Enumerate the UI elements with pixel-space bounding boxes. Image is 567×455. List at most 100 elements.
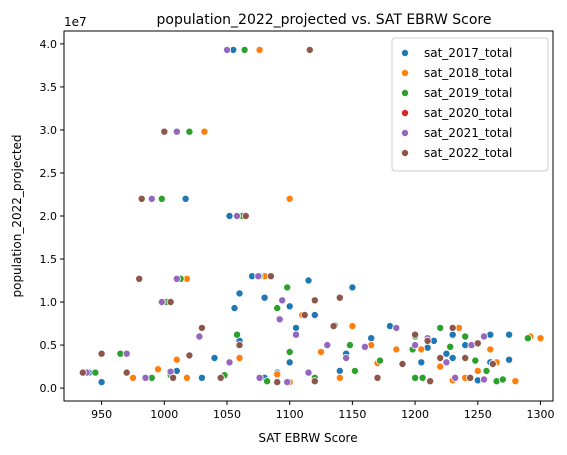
data-point-sat_2022_total	[274, 379, 281, 386]
data-point-sat_2022_total	[198, 324, 205, 331]
data-point-sat_2022_total	[474, 340, 481, 347]
data-point-sat_2022_total	[399, 360, 406, 367]
y-tick-label: 0.0	[40, 382, 58, 395]
data-point-sat_2022_total	[242, 212, 249, 219]
data-point-sat_2019_total	[274, 305, 281, 312]
data-point-sat_2019_total	[524, 335, 531, 342]
data-point-sat_2022_total	[311, 297, 318, 304]
data-point-sat_2017_total	[226, 212, 233, 219]
data-point-sat_2022_total	[186, 352, 193, 359]
data-point-sat_2018_total	[286, 195, 293, 202]
data-point-sat_2019_total	[376, 357, 383, 364]
chart-title: population_2022_projected vs. SAT EBRW S…	[157, 12, 492, 28]
data-point-sat_2022_total	[412, 331, 419, 338]
data-point-sat_2018_total	[201, 128, 208, 135]
data-point-sat_2019_total	[233, 331, 240, 338]
data-point-sat_2018_total	[393, 346, 400, 353]
data-point-sat_2018_total	[474, 367, 481, 374]
data-point-sat_2018_total	[236, 354, 243, 361]
legend-label: sat_2022_total	[424, 146, 512, 160]
data-point-sat_2021_total	[255, 273, 262, 280]
x-tick-label: 1050	[213, 408, 241, 421]
x-axis-label: SAT EBRW Score	[258, 431, 357, 445]
legend-marker	[401, 89, 408, 96]
data-point-sat_2017_total	[211, 354, 218, 361]
x-tick-label: 1100	[276, 408, 304, 421]
data-point-sat_2017_total	[286, 303, 293, 310]
data-point-sat_2022_total	[336, 294, 343, 301]
data-point-sat_2019_total	[462, 333, 469, 340]
legend-marker	[401, 69, 408, 76]
data-point-sat_2019_total	[351, 367, 358, 374]
data-point-sat_2019_total	[472, 357, 479, 364]
data-point-sat_2018_total	[349, 323, 356, 330]
data-point-sat_2019_total	[92, 369, 99, 376]
data-point-sat_2022_total	[217, 374, 224, 381]
data-point-sat_2017_total	[305, 277, 312, 284]
data-point-sat_2022_total	[301, 311, 308, 318]
y-axis-label: population_2022_projected	[10, 134, 24, 297]
data-point-sat_2021_total	[279, 297, 286, 304]
data-point-sat_2022_total	[424, 337, 431, 344]
y-tick-label: 1.0	[40, 296, 58, 309]
legend-label: sat_2017_total	[424, 46, 512, 60]
data-point-sat_2021_total	[480, 376, 487, 383]
data-point-sat_2018_total	[173, 356, 180, 363]
x-tick-label: 1200	[401, 408, 429, 421]
y-multiplier-label: 1e7	[64, 15, 87, 29]
data-point-sat_2021_total	[142, 374, 149, 381]
legend-marker	[401, 149, 408, 156]
data-point-sat_2022_total	[489, 360, 496, 367]
legend-marker	[401, 109, 408, 116]
data-point-sat_2017_total	[292, 324, 299, 331]
data-point-sat_2018_total	[183, 374, 190, 381]
data-point-sat_2018_total	[274, 371, 281, 378]
data-point-sat_2021_total	[480, 333, 487, 340]
data-point-sat_2018_total	[537, 335, 544, 342]
data-point-sat_2019_total	[241, 46, 248, 53]
data-point-sat_2022_total	[123, 369, 130, 376]
data-point-sat_2019_total	[483, 367, 490, 374]
data-point-sat_2017_total	[443, 350, 450, 357]
x-tick-label: 950	[91, 408, 112, 421]
data-point-sat_2019_total	[447, 343, 454, 350]
y-tick-label: 3.5	[40, 81, 58, 94]
data-point-sat_2021_total	[276, 316, 283, 323]
data-point-sat_2017_total	[449, 331, 456, 338]
data-point-sat_2017_total	[349, 284, 356, 291]
data-point-sat_2021_total	[324, 342, 331, 349]
data-point-sat_2017_total	[198, 374, 205, 381]
y-tick-label: 2.5	[40, 167, 58, 180]
data-point-sat_2019_total	[412, 374, 419, 381]
data-point-sat_2022_total	[236, 342, 243, 349]
legend-marker	[401, 129, 408, 136]
x-tick-label: 1150	[338, 408, 366, 421]
data-point-sat_2018_total	[418, 346, 425, 353]
legend-label: sat_2021_total	[424, 126, 512, 140]
data-point-sat_2022_total	[311, 378, 318, 385]
data-point-sat_2017_total	[368, 335, 375, 342]
data-point-sat_2022_total	[138, 195, 145, 202]
data-point-sat_2018_total	[487, 346, 494, 353]
data-point-sat_2021_total	[226, 359, 233, 366]
data-point-sat_2021_total	[361, 343, 368, 350]
y-tick-label: 1.5	[40, 253, 58, 266]
y-tick-label: 3.0	[40, 124, 58, 137]
data-point-sat_2018_total	[154, 366, 161, 373]
data-point-sat_2022_total	[306, 46, 313, 53]
data-point-sat_2021_total	[233, 212, 240, 219]
data-point-sat_2017_total	[418, 359, 425, 366]
data-point-sat_2018_total	[512, 378, 519, 385]
data-point-sat_2022_total	[462, 354, 469, 361]
data-point-sat_2017_total	[506, 356, 513, 363]
data-point-sat_2022_total	[136, 275, 143, 282]
data-point-sat_2019_total	[286, 348, 293, 355]
data-point-sat_2017_total	[236, 290, 243, 297]
data-point-sat_2017_total	[506, 331, 513, 338]
legend: sat_2017_totalsat_2018_totalsat_2019_tot…	[392, 38, 548, 171]
data-point-sat_2018_total	[129, 374, 136, 381]
data-point-sat_2022_total	[467, 374, 474, 381]
legend-label: sat_2020_total	[424, 106, 512, 120]
data-point-sat_2021_total	[148, 195, 155, 202]
y-tick-label: 4.0	[40, 38, 58, 51]
